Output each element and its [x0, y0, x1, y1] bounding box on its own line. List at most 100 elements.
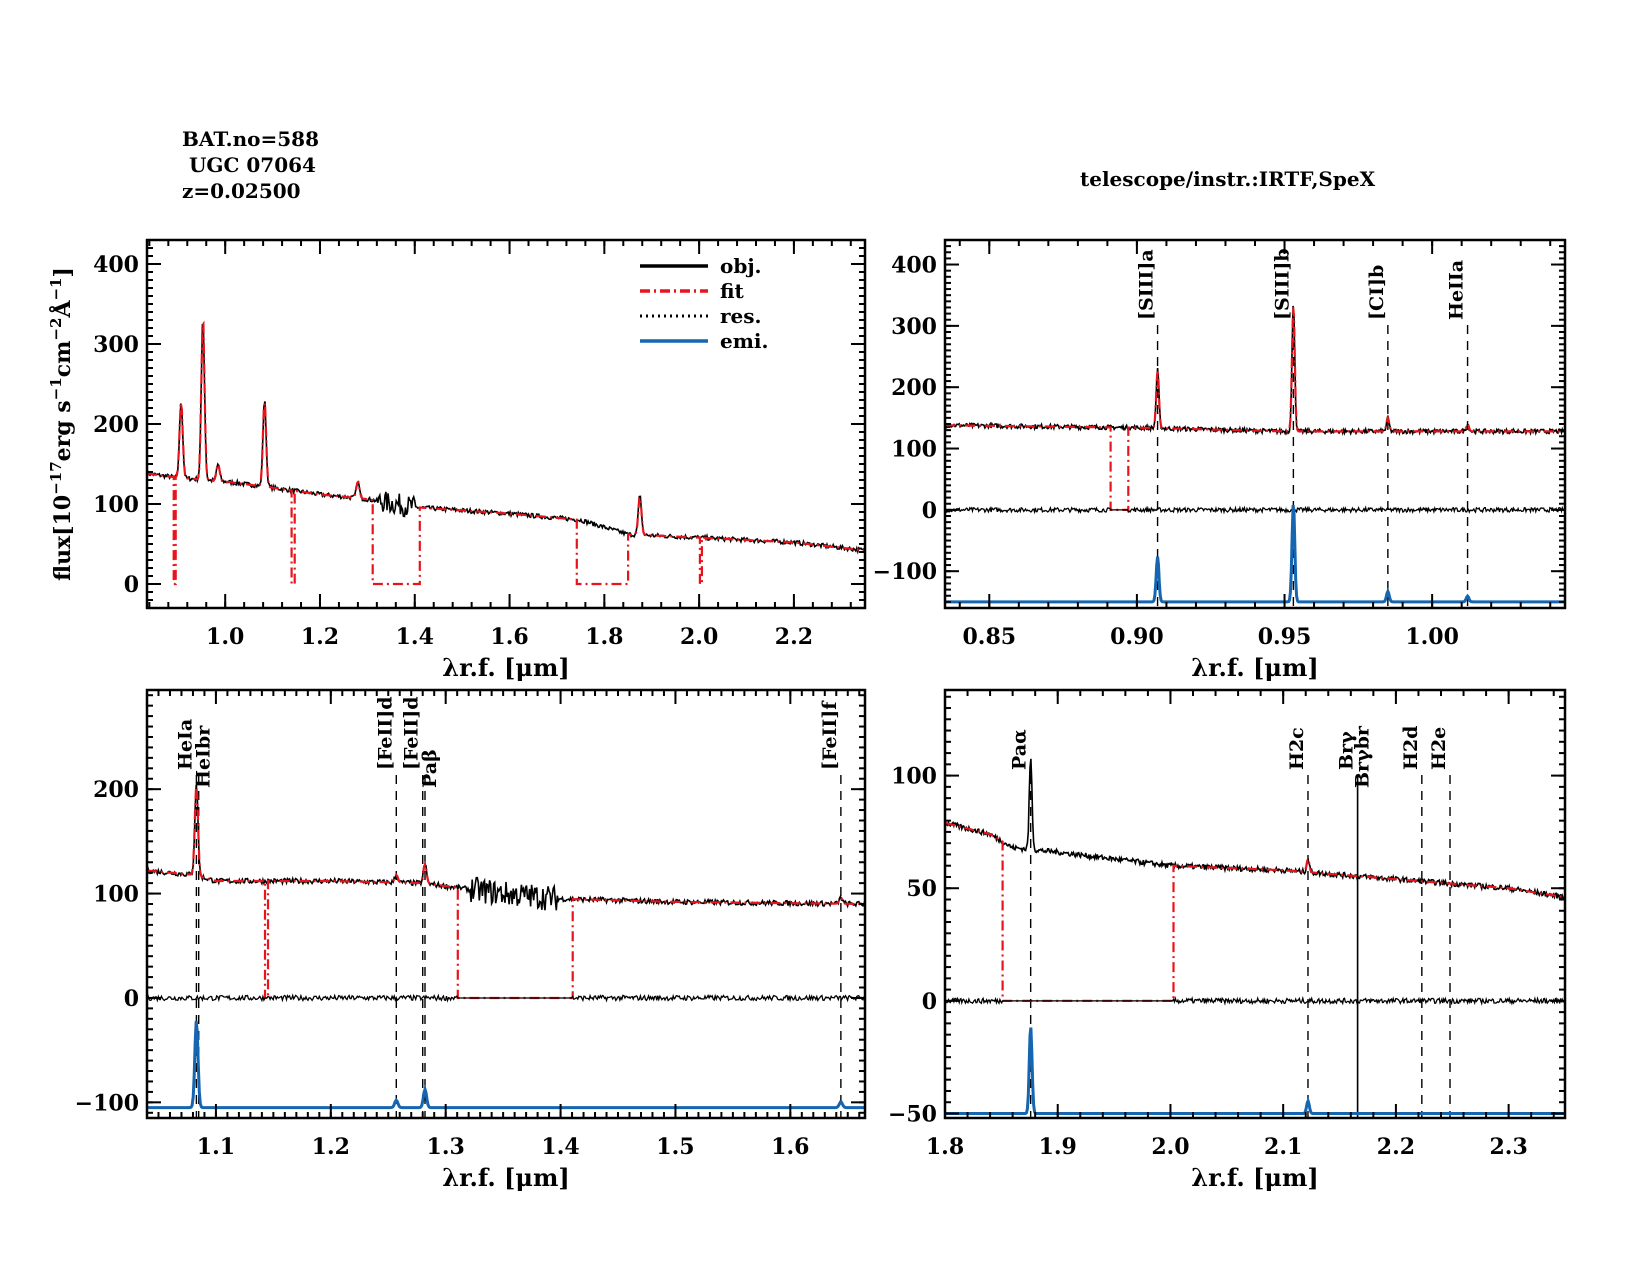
- y-tick-label: −50: [888, 1101, 937, 1127]
- y-tick-label: 200: [93, 412, 139, 438]
- x-tick-label: 1.2: [312, 1134, 350, 1160]
- axes-frame: [943, 688, 1567, 1120]
- y-tick-label: 300: [891, 314, 937, 340]
- y-tick-label: 100: [891, 437, 937, 463]
- x-tick-label: 1.0: [206, 624, 244, 650]
- line-label-1: HeIbr: [193, 725, 215, 788]
- line-label-3: [FeII]d: [401, 696, 423, 770]
- line-label-2: Brγ: [1336, 731, 1358, 770]
- y-tick-label: 200: [93, 777, 139, 803]
- obj-spectrum-line: [945, 758, 1565, 902]
- line-label-2: [FeII]d: [374, 696, 396, 770]
- line-label-1: [SIII]b: [1271, 248, 1293, 320]
- x-axis-label: λr.f. [μm]: [442, 653, 569, 682]
- x-tick-label: 1.8: [585, 624, 623, 650]
- y-tick-label: 0: [124, 572, 139, 598]
- telescope-instrument-label: telescope/instr.:IRTF,SpeX: [1080, 167, 1376, 191]
- object-name-label: UGC 07064: [182, 153, 316, 177]
- x-tick-label: 1.6: [771, 1134, 809, 1160]
- line-label-0: Paα: [1009, 729, 1031, 770]
- panel-top-right: 0.85 0.90 0.95 1.00 −100 0 100 200 300 400 λr.f. […: [873, 238, 1567, 682]
- panel-bottom-left: 1.1 1.2 1.3 1.4 1.5 1.6 −100 0 100 200 λr.f. [μm] H…: [75, 688, 867, 1192]
- axes-frame: [145, 238, 867, 610]
- line-label-2: [CI]b: [1366, 265, 1388, 320]
- x-tick-label: 0.95: [1258, 624, 1312, 650]
- axes-frame: [943, 238, 1567, 610]
- bat-number-label: BAT.no=588: [182, 127, 319, 151]
- residual-line: [945, 505, 1565, 515]
- x-tick-label: 2.0: [680, 624, 718, 650]
- line-label-5: [FeII]f: [819, 700, 841, 770]
- plot-area: [945, 758, 1565, 1118]
- y-tick-label: 200: [891, 375, 937, 401]
- x-tick-label: 2.2: [1377, 1134, 1415, 1160]
- x-tick-label: 1.8: [926, 1134, 964, 1160]
- x-tick-label: 2.1: [1264, 1134, 1302, 1160]
- x-tick-label: 1.1: [197, 1134, 235, 1160]
- x-tick-label: 1.4: [541, 1134, 579, 1160]
- x-axis-label: λr.f. [μm]: [1191, 653, 1318, 682]
- obj-spectrum-line: [147, 784, 865, 911]
- plot-area: [945, 305, 1565, 608]
- x-tick-label: 1.5: [656, 1134, 694, 1160]
- y-axis-label-pre: flux[10: [50, 495, 76, 581]
- x-tick-label: 2.0: [1151, 1134, 1189, 1160]
- fit-line: [945, 821, 1565, 1002]
- y-tick-label: 0: [922, 989, 937, 1015]
- legend-label-0: obj.: [720, 254, 762, 278]
- residual-line: [945, 995, 1565, 1006]
- y-tick-label: −100: [75, 1090, 139, 1116]
- x-axis-label: λr.f. [μm]: [1191, 1163, 1318, 1192]
- line-label-5: H2e: [1428, 727, 1450, 770]
- y-tick-label: 100: [93, 882, 139, 908]
- x-tick-label: 1.4: [396, 624, 434, 650]
- y-axis-label-e2: −1: [47, 377, 65, 400]
- y-tick-label: 400: [891, 253, 937, 279]
- y-tick-label: 100: [93, 492, 139, 518]
- legend-label-1: fit: [720, 279, 745, 303]
- x-tick-label: 0.90: [1110, 624, 1164, 650]
- y-axis-label-e3: −2: [47, 318, 65, 341]
- x-tick-label: 2.3: [1489, 1134, 1527, 1160]
- line-label-0: [SIII]a: [1136, 249, 1158, 320]
- line-label-4: Paβ: [419, 749, 441, 788]
- y-axis-label-post: ]: [50, 267, 76, 277]
- panel-bottom-right: 1.8 1.9 2.0 2.1 2.2 2.3 −50 0 50 100 λr.f. [μm] Paα…: [888, 688, 1567, 1192]
- legend-label-3: emi.: [720, 329, 768, 353]
- redshift-label: z=0.02500: [182, 179, 301, 203]
- y-tick-label: 100: [891, 764, 937, 790]
- fit-line: [945, 307, 1565, 511]
- y-tick-label: 0: [124, 986, 139, 1012]
- y-tick-label: 300: [93, 332, 139, 358]
- y-tick-label: 0: [922, 498, 937, 524]
- line-label-3: HeIIa: [1446, 260, 1468, 320]
- y-tick-label: 400: [93, 252, 139, 278]
- x-tick-label: 1.00: [1405, 624, 1459, 650]
- y-axis-label-e4: −1: [47, 278, 65, 301]
- x-tick-label: 1.9: [1039, 1134, 1077, 1160]
- y-axis-label-mid2: cm: [50, 341, 76, 378]
- y-tick-label: 50: [906, 876, 937, 902]
- line-label-0: HeIa: [174, 719, 196, 770]
- line-label-4: H2d: [1400, 726, 1422, 770]
- x-axis-label: λr.f. [μm]: [442, 1163, 569, 1192]
- emission-line: [945, 1027, 1565, 1115]
- residual-line: [147, 993, 865, 1003]
- fit-line: [147, 320, 865, 586]
- emission-line: [945, 504, 1565, 604]
- x-tick-label: 1.6: [490, 624, 528, 650]
- line-label-3: Brγbr: [1352, 725, 1374, 788]
- x-tick-label: 0.85: [962, 624, 1016, 650]
- y-tick-label: −100: [873, 559, 937, 585]
- plot-area: [147, 775, 865, 1118]
- y-axis-label-e1: −17: [47, 461, 65, 494]
- x-tick-label: 2.2: [775, 624, 813, 650]
- y-axis-label: flux[10−17erg s−1cm−2Å−1]: [47, 267, 76, 581]
- legend-label-2: res.: [720, 304, 761, 328]
- panel-top-left: 1.0 1.2 1.4 1.6 1.8 2.0 2.2 0 100 200 300 400 λr.f. …: [47, 238, 867, 682]
- obj-spectrum-line: [945, 305, 1565, 437]
- y-axis-label-mid3: Å: [49, 300, 76, 319]
- y-axis-label-mid1: erg s: [50, 400, 76, 461]
- obj-spectrum-line: [147, 324, 865, 555]
